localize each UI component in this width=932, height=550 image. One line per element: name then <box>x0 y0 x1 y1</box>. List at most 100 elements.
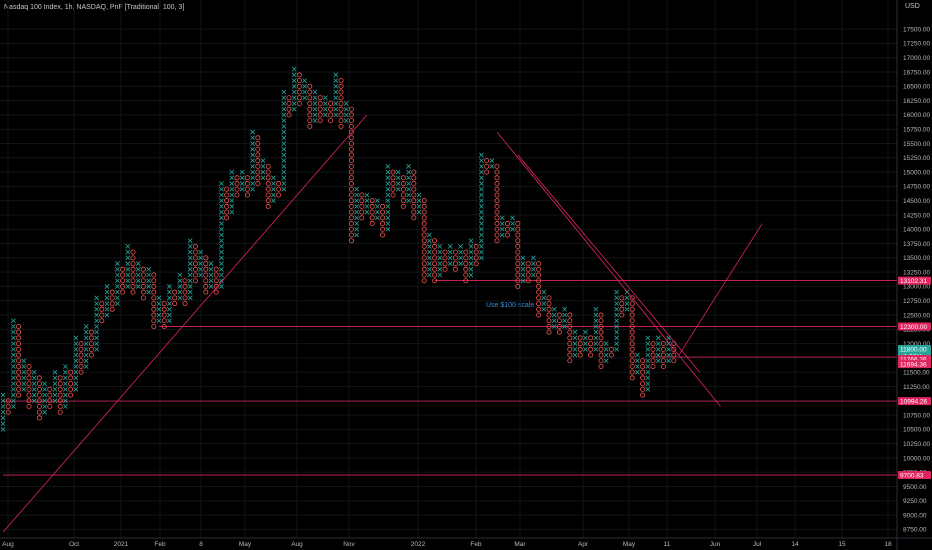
x-box <box>458 255 463 261</box>
x-box <box>614 301 619 306</box>
x-box <box>624 295 630 301</box>
x-box <box>115 266 120 272</box>
x-box <box>115 301 120 306</box>
o-box <box>286 95 292 101</box>
o-box <box>151 318 157 324</box>
o-box <box>546 323 552 329</box>
x-box <box>323 112 328 118</box>
o-box <box>411 175 417 181</box>
o-box <box>359 192 365 198</box>
y-axis[interactable]: 8750.009000.009250.009500.009750.0010000… <box>896 0 930 550</box>
o-box <box>16 323 22 329</box>
o-box <box>192 261 198 267</box>
y-tick-label: 16500.00 <box>903 84 930 91</box>
x-box <box>104 306 110 312</box>
x-box <box>239 169 245 175</box>
o-box <box>400 198 406 204</box>
x-box <box>52 375 58 381</box>
o-box <box>151 301 157 307</box>
x-box <box>395 175 401 181</box>
o-box <box>536 306 542 312</box>
x-box <box>125 255 131 261</box>
o-box <box>619 306 625 312</box>
x-box <box>468 238 474 244</box>
o-box <box>432 278 438 284</box>
o-box <box>16 381 22 387</box>
x-box <box>281 135 287 141</box>
o-box <box>556 323 562 329</box>
o-box <box>338 118 344 124</box>
o-box <box>380 215 386 221</box>
o-box <box>577 352 583 358</box>
o-box <box>629 375 635 381</box>
o-box <box>348 140 354 146</box>
x-box <box>406 175 411 181</box>
o-box <box>640 358 646 364</box>
o-box <box>296 83 302 89</box>
x-tick-label: 14 <box>791 541 799 548</box>
x-box <box>645 369 651 375</box>
x-box <box>343 112 349 118</box>
x-box <box>94 346 99 352</box>
o-box <box>411 215 417 221</box>
o-box <box>494 203 500 209</box>
x-box <box>42 404 47 409</box>
o-box <box>99 312 105 318</box>
x-box <box>52 398 58 404</box>
o-box <box>598 312 604 318</box>
price-badge: 11694.36 <box>898 360 931 368</box>
o-box <box>629 295 635 301</box>
x-box <box>593 312 599 318</box>
o-box <box>213 272 219 278</box>
o-box <box>203 278 209 284</box>
o-box <box>130 266 136 272</box>
x-box <box>271 186 276 192</box>
x-box <box>354 209 359 215</box>
x-box <box>0 392 6 398</box>
y-tick-label: 9250.00 <box>903 498 927 505</box>
x-box <box>593 324 599 329</box>
x-box <box>479 204 484 209</box>
x-box <box>375 209 380 215</box>
o-box <box>660 352 666 358</box>
x-box <box>541 306 547 312</box>
x-box <box>11 335 16 341</box>
x-box <box>146 272 151 278</box>
o-box <box>213 283 219 289</box>
o-box <box>57 398 63 404</box>
x-box <box>333 89 339 95</box>
x-tick-label: May <box>239 541 252 548</box>
o-box <box>390 181 396 187</box>
o-box <box>26 386 32 392</box>
o-box <box>47 403 53 409</box>
o-box <box>348 181 354 187</box>
o-box <box>68 392 74 398</box>
o-box <box>504 226 510 232</box>
x-box <box>219 284 224 289</box>
x-box <box>83 364 89 369</box>
x-axis[interactable]: Aug Oct 2021 Feb 8 May Aug Nov 2022 Feb Mar Apr May 1… <box>0 537 932 548</box>
o-box <box>473 243 479 249</box>
x-box <box>156 295 162 301</box>
o-box <box>432 266 438 272</box>
y-tick-label: 16000.00 <box>903 112 930 119</box>
o-box <box>515 238 521 244</box>
o-box <box>442 261 448 267</box>
y-tick-label: 16750.00 <box>903 69 930 76</box>
o-box <box>161 318 167 324</box>
o-box <box>140 278 146 284</box>
x-box <box>219 278 224 284</box>
x-box <box>385 198 391 204</box>
o-box <box>317 106 323 112</box>
o-box <box>421 203 427 209</box>
x-box <box>343 101 349 106</box>
o-box <box>36 392 42 398</box>
o-box <box>255 181 261 187</box>
x-box <box>593 335 599 341</box>
x-box <box>219 249 224 255</box>
y-tick-label: 15750.00 <box>903 127 930 134</box>
x-box <box>333 101 339 106</box>
o-box <box>192 266 198 272</box>
o-box <box>307 89 313 95</box>
